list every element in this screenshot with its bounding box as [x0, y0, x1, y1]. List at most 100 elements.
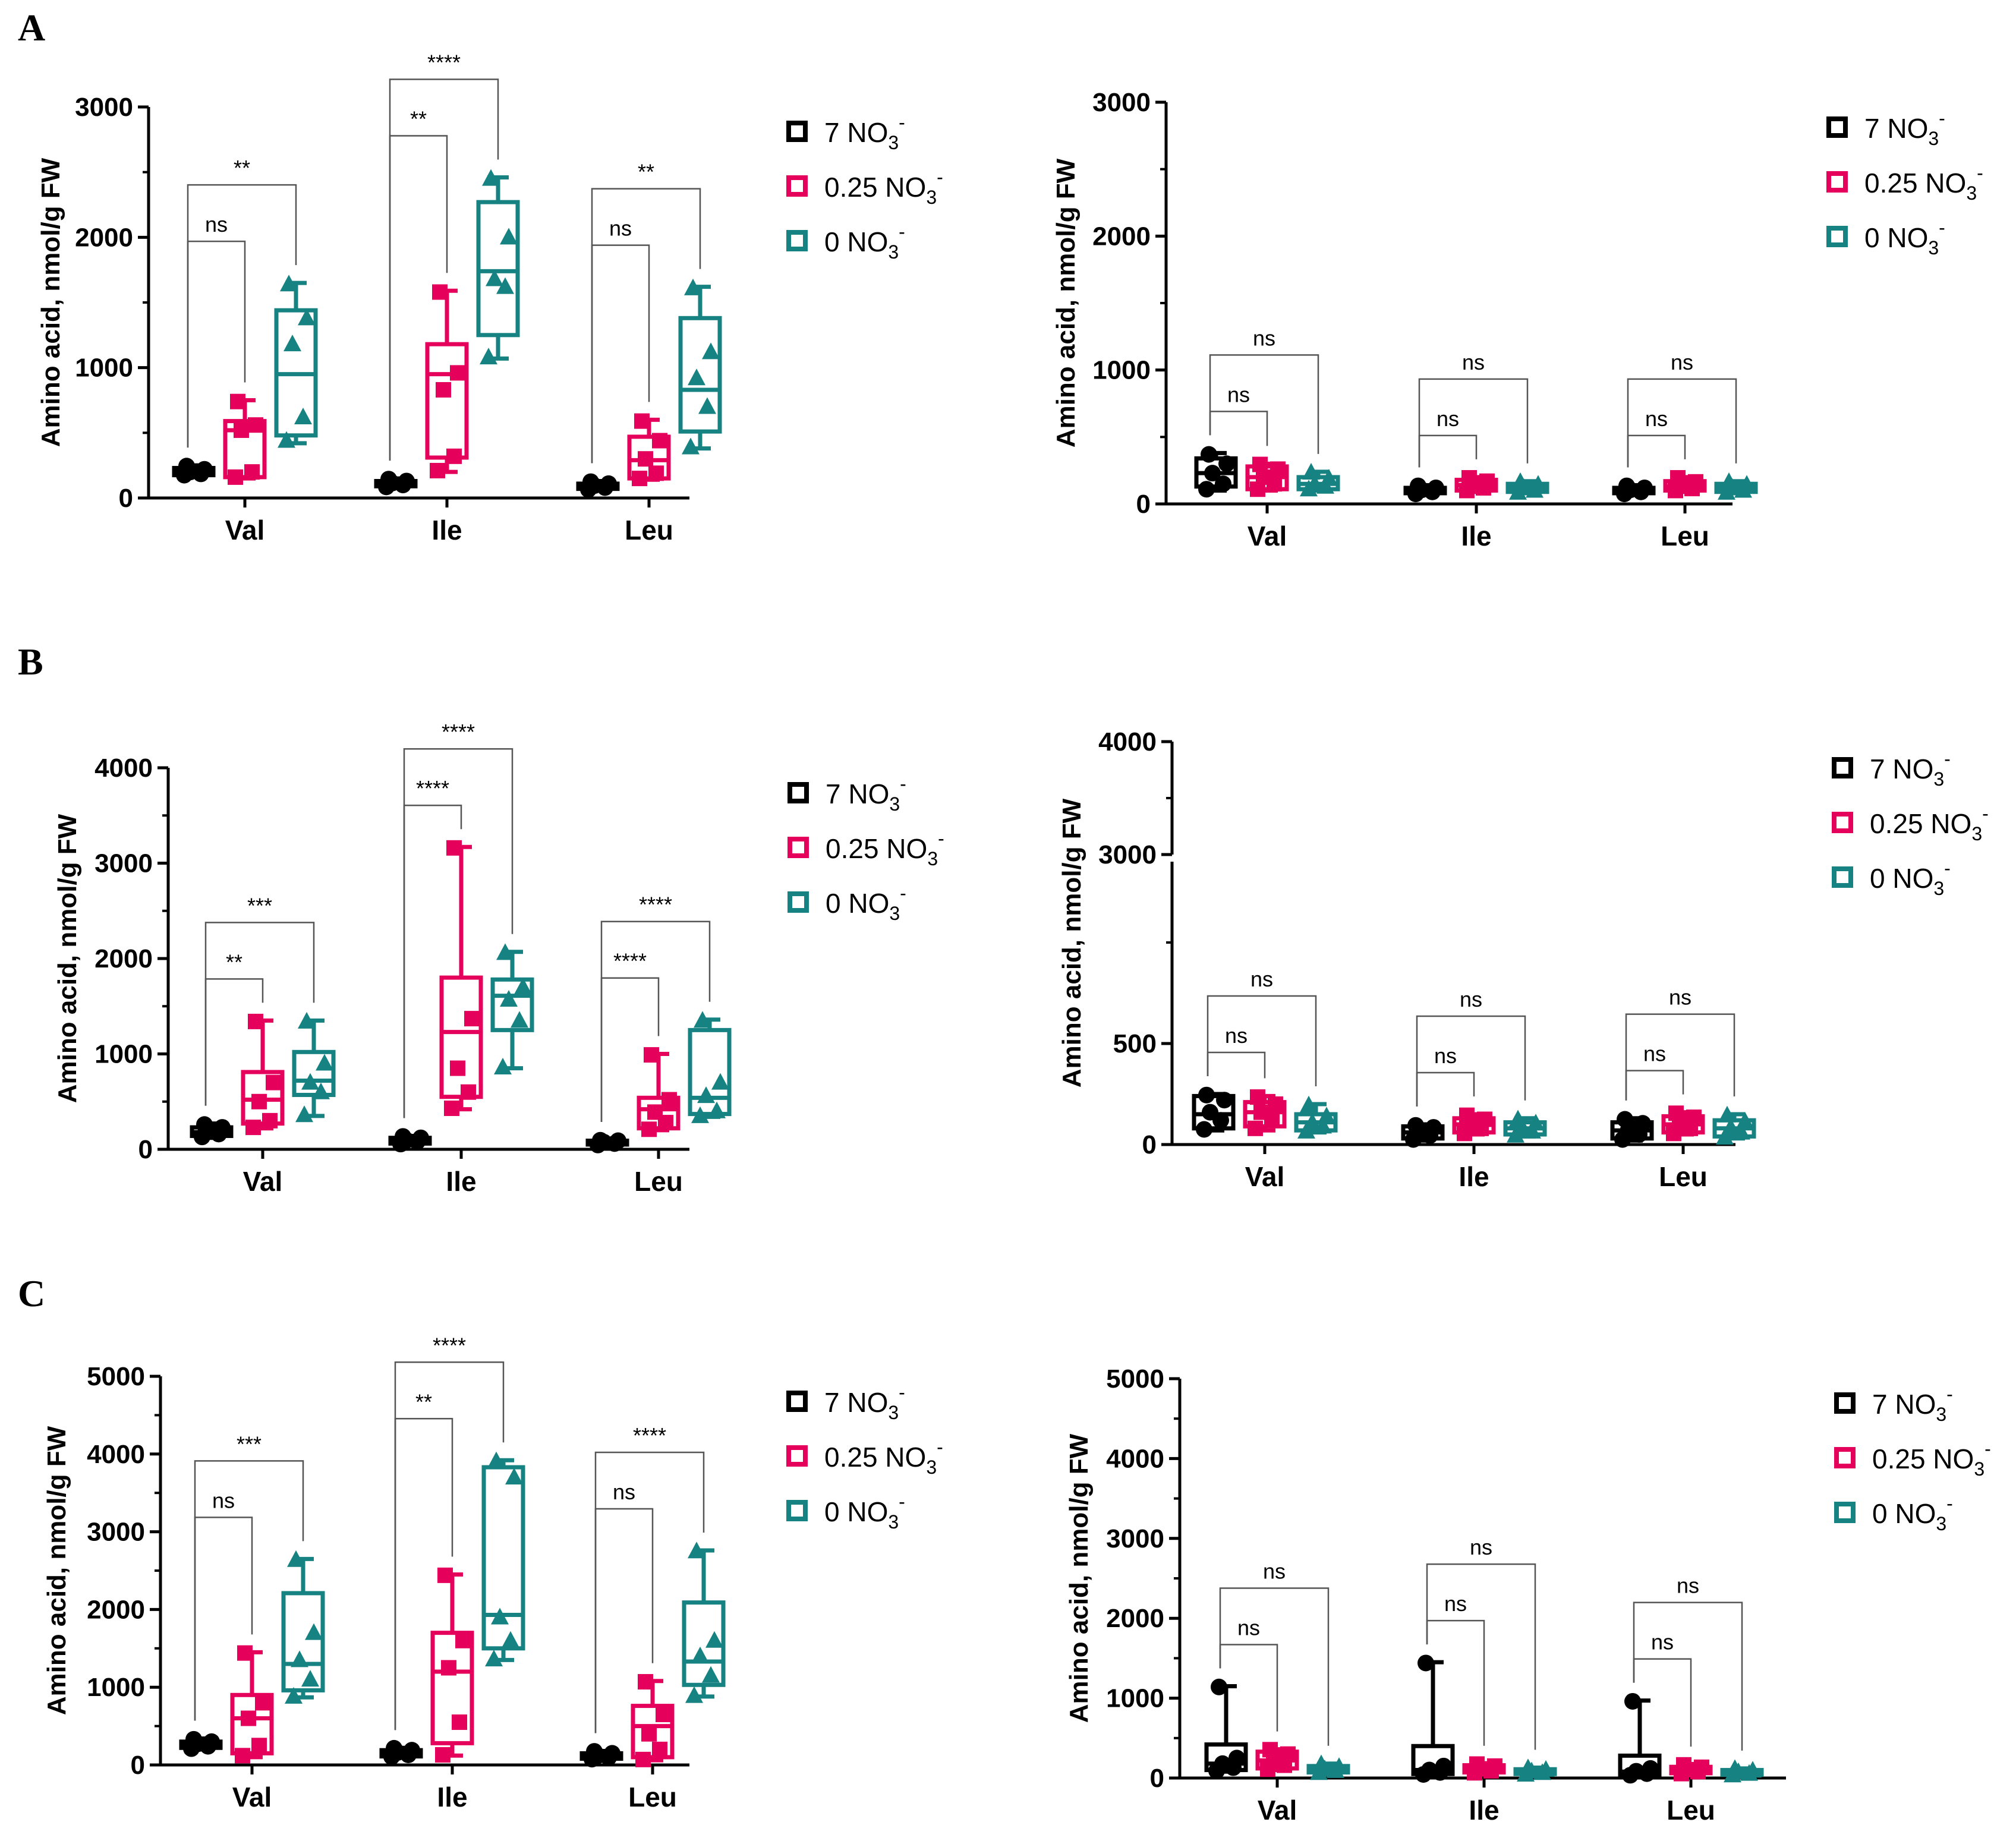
data-point	[1513, 1118, 1530, 1136]
box-square-ile	[1454, 470, 1498, 499]
legend-label: 0 NO3-	[1870, 858, 1951, 899]
data-point	[634, 413, 650, 429]
data-point	[487, 1451, 505, 1468]
data-point	[1201, 446, 1217, 463]
data-point	[1479, 473, 1495, 489]
legend-label-base: 7 NO	[1870, 754, 1933, 784]
y-tick-label: 2000	[1092, 222, 1151, 251]
box-square-val	[230, 1645, 274, 1764]
legend-label-superscript: -	[1939, 108, 1945, 129]
significance-bracket	[1426, 1563, 1536, 1750]
box-circle-ile	[1401, 1117, 1445, 1148]
significance-label: ns	[1225, 1023, 1248, 1048]
data-point	[280, 275, 298, 292]
data-point	[1527, 1114, 1545, 1131]
data-point	[214, 1119, 231, 1136]
data-point	[386, 1739, 402, 1757]
data-point	[278, 431, 295, 448]
y-tick-label: 3000	[1092, 88, 1151, 117]
data-point	[1435, 1757, 1452, 1774]
legend-label-base: 0 NO	[826, 888, 889, 919]
data-point	[1306, 474, 1324, 491]
data-point	[1250, 1089, 1265, 1105]
y-tick-label: 0	[1142, 1130, 1157, 1159]
data-point	[404, 1742, 420, 1759]
legend-swatch	[1832, 812, 1853, 833]
data-point	[1732, 1123, 1750, 1140]
category-label-ile: Ile	[1469, 1795, 1499, 1822]
box-triangle-leu	[682, 1542, 726, 1703]
box-iqr	[425, 342, 469, 460]
data-point	[652, 433, 667, 449]
data-point	[635, 1751, 651, 1767]
box-triangle-leu	[678, 278, 722, 455]
legend-label-superscript: -	[900, 773, 906, 795]
data-point	[1509, 1109, 1527, 1127]
legend-label-superscript: -	[938, 828, 944, 849]
box-triangle-leu	[1720, 1759, 1764, 1783]
data-point	[262, 1112, 278, 1128]
chart-a-left: 0 1000 2000 3000 Amino acid, nmol/g FW Val Ile…	[36, 50, 943, 546]
significance-bracket	[1219, 1587, 1330, 1746]
data-point	[1694, 1759, 1709, 1775]
legend-label-subscript: 3	[888, 241, 899, 263]
category-label-leu: Leu	[1667, 1795, 1715, 1822]
data-point	[1252, 456, 1268, 472]
data-point	[1214, 1755, 1231, 1772]
significance-label: ns	[1677, 1574, 1699, 1598]
legend-label-base: 0.25 NO	[1872, 1443, 1974, 1474]
data-point	[1268, 1096, 1283, 1112]
data-point	[1421, 1761, 1438, 1779]
box-square-val	[241, 1013, 285, 1136]
data-point	[234, 422, 249, 438]
data-point	[505, 1468, 523, 1485]
data-point	[446, 448, 462, 464]
data-point	[441, 1660, 456, 1676]
box-triangle-ile	[481, 1451, 525, 1667]
data-point	[688, 1542, 705, 1559]
data-point	[511, 1011, 528, 1028]
data-point	[1617, 1111, 1633, 1128]
box-square-leu	[1663, 470, 1707, 499]
box-circle-leu	[585, 1131, 629, 1153]
data-point	[430, 462, 445, 478]
legend-swatch	[1826, 116, 1848, 138]
chart-a-right: 0 1000 2000 3000 Amino acid, nmol/g FW Val Ile…	[1051, 88, 1983, 551]
data-point	[1407, 1117, 1424, 1134]
y-tick-label: 1000	[87, 1673, 145, 1702]
data-point	[446, 840, 462, 856]
legend-swatch	[786, 175, 808, 197]
data-point	[514, 978, 532, 995]
legend-swatch	[788, 782, 809, 803]
significance-label: ns	[609, 216, 632, 241]
legend-label-subscript: 3	[1936, 1513, 1946, 1534]
data-point	[298, 308, 316, 326]
chart-b-right: 0 500 3000 4000 Amino acid, nmol/g FW Val Ile L…	[1057, 727, 1989, 1192]
significance-label: ns	[1671, 350, 1693, 374]
legend-label: 0 NO3-	[824, 221, 905, 263]
data-point	[1280, 1746, 1296, 1762]
data-point	[1300, 1095, 1318, 1112]
y-tick-label: 2000	[75, 223, 133, 252]
box-triangle-val	[1296, 463, 1340, 497]
data-point	[1303, 1112, 1321, 1130]
data-point	[705, 1631, 723, 1648]
box-triangle-val	[281, 1550, 325, 1704]
data-point	[698, 397, 716, 414]
data-point	[1636, 479, 1653, 496]
data-point	[437, 1567, 453, 1583]
data-point	[305, 1623, 323, 1640]
data-point	[266, 1074, 281, 1090]
box-iqr	[439, 975, 483, 1099]
legend-label: 7 NO3-	[824, 1382, 905, 1423]
legend-label-base: 7 NO	[1872, 1389, 1936, 1420]
box-square-ile	[439, 840, 483, 1116]
data-point	[245, 1120, 261, 1136]
legend-swatch	[1832, 866, 1853, 888]
data-point	[1218, 455, 1235, 472]
data-point	[647, 1104, 663, 1120]
data-point	[1270, 461, 1286, 477]
data-point	[486, 269, 503, 286]
box-square-leu	[627, 413, 671, 487]
data-point	[1738, 475, 1756, 492]
